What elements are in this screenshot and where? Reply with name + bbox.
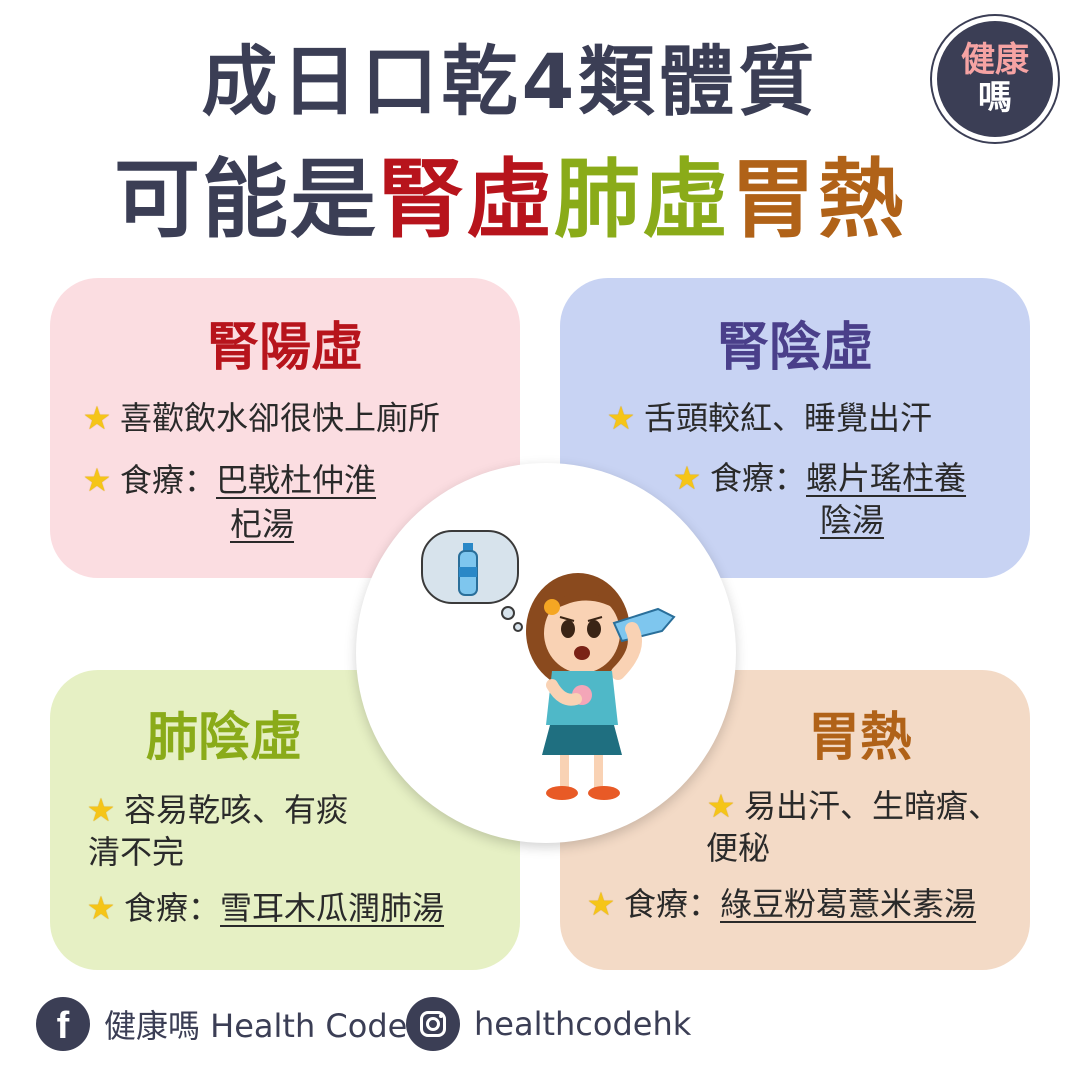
star-icon: ★ — [86, 889, 116, 927]
star-icon: ★ — [82, 399, 112, 437]
card-title: 肺陰虛 — [146, 708, 303, 768]
card-title: 腎陰虛 — [716, 318, 873, 378]
water-bottle-icon — [458, 543, 478, 596]
remedy-text: 巴戟杜仲淮 — [216, 461, 377, 499]
card-title: 腎陽虛 — [206, 318, 363, 378]
thirsty-girl-illustration — [421, 530, 676, 800]
card-kidney-yang: 腎陽虛 ★ 喜歡飲水卻很快上廁所 ★ 食療：巴戟杜仲淮 杞湯 — [50, 278, 520, 578]
remedy-text-cont: 陰湯 — [820, 501, 885, 539]
item-text: 易出汗、生暗瘡、 — [744, 787, 1001, 825]
facebook-label: 健康嗎 Health Code — [104, 1007, 408, 1045]
item-label: 食療： — [120, 461, 217, 499]
title-part-kidney: 腎虛 — [378, 150, 554, 250]
title-part-lung: 肺虛 — [554, 150, 730, 250]
logo-text-1: 健康 — [961, 40, 1029, 80]
card-title: 胃熱 — [808, 708, 913, 768]
card-item: ★ 食療：綠豆粉葛薏米素湯 — [584, 882, 976, 926]
title-part-stomach: 胃熱 — [730, 150, 906, 250]
center-illustration — [356, 463, 736, 843]
remedy-text: 綠豆粉葛薏米素湯 — [720, 885, 977, 923]
instagram-icon — [406, 997, 460, 1051]
footer-instagram[interactable]: healthcodehk — [406, 996, 691, 1052]
star-icon: ★ — [606, 399, 636, 437]
card-item: ★ 食療：巴戟杜仲淮 — [80, 458, 376, 502]
card-item: ★ 易出汗、生暗瘡、 — [704, 784, 1000, 828]
title-line-2: 可能是腎虛肺虛胃熱 — [0, 140, 1020, 260]
star-icon: ★ — [706, 787, 736, 825]
title-part-1: 可能是 — [114, 150, 378, 250]
logo-text-2: 嗎 — [978, 78, 1012, 118]
card-lung-yin: 肺陰虛 ★ 容易乾咳、有痰 清不完 ★ 食療：雪耳木瓜潤肺湯 — [50, 670, 520, 970]
item-text-cont: 清不完 — [88, 833, 185, 871]
instagram-label: healthcodehk — [474, 1005, 692, 1043]
star-icon: ★ — [672, 459, 702, 497]
star-icon: ★ — [82, 461, 112, 499]
brand-logo: 健康 嗎 — [932, 16, 1058, 142]
remedy-text-cont: 杞湯 — [230, 505, 295, 543]
card-item: ★ 舌頭較紅、睡覺出汗 — [604, 396, 932, 440]
remedy-text: 雪耳木瓜潤肺湯 — [220, 889, 445, 927]
card-item: ★ 容易乾咳、有痰 — [84, 788, 348, 832]
item-text: 舌頭較紅、睡覺出汗 — [644, 399, 933, 437]
card-item: ★ 食療：雪耳木瓜潤肺湯 — [84, 886, 444, 930]
item-label: 食療： — [124, 889, 221, 927]
item-label: 食療： — [710, 459, 807, 497]
footer-facebook[interactable]: f 健康嗎 Health Code — [36, 996, 407, 1052]
remedy-text: 螺片瑤柱養 — [806, 459, 967, 497]
star-icon: ★ — [586, 885, 616, 923]
item-text: 容易乾咳、有痰 — [124, 791, 349, 829]
title-line-1: 成日口乾4類體質 — [201, 37, 819, 126]
star-icon: ★ — [86, 791, 116, 829]
item-label: 食療： — [624, 885, 721, 923]
item-text-cont: 便秘 — [706, 829, 771, 867]
card-item: ★ 食療：螺片瑤柱養 — [670, 456, 966, 500]
item-text: 喜歡飲水卻很快上廁所 — [120, 399, 441, 437]
facebook-icon: f — [36, 997, 90, 1051]
card-item: ★ 喜歡飲水卻很快上廁所 — [80, 396, 440, 440]
